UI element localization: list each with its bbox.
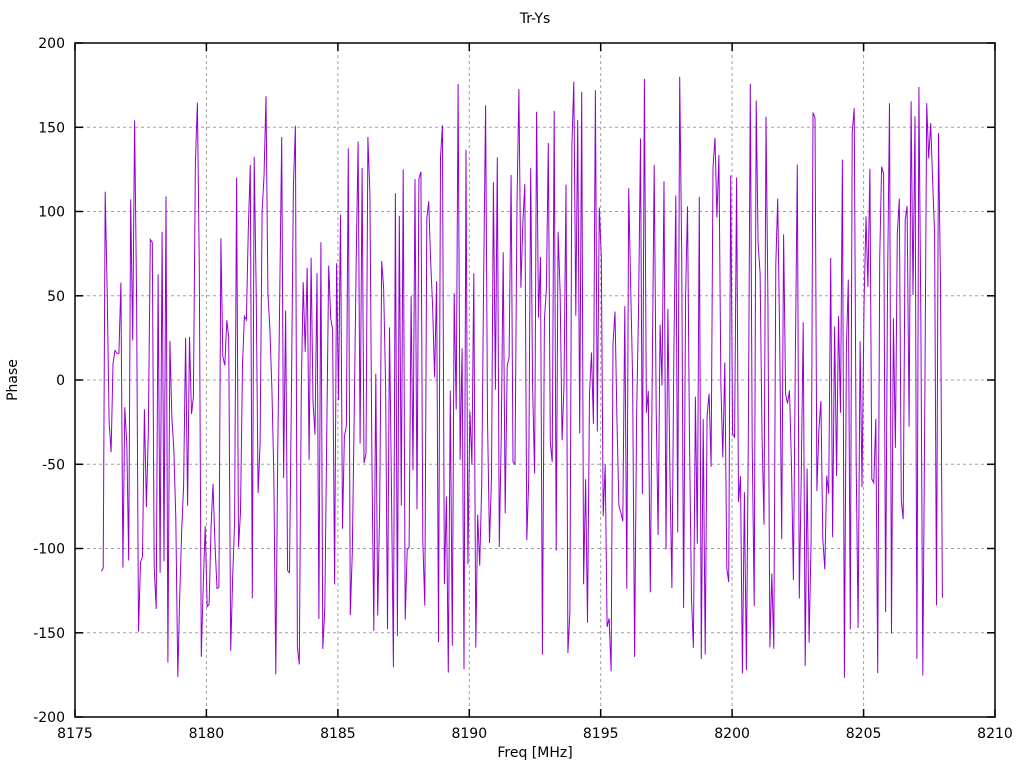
y-tick-label: 100 — [38, 205, 65, 221]
y-tick-label: 50 — [47, 289, 65, 305]
x-tick-label: 8210 — [977, 726, 1013, 742]
y-tick-label: 200 — [38, 36, 65, 52]
x-tick-label: 8180 — [189, 726, 225, 742]
y-tick-label: 0 — [56, 373, 65, 389]
y-tick-label: -150 — [33, 626, 65, 642]
y-axis-label: Phase — [5, 359, 21, 401]
y-tick-label: -100 — [33, 542, 65, 558]
x-tick-label: 8190 — [451, 726, 487, 742]
x-tick-label: 8185 — [320, 726, 356, 742]
y-tick-label: -200 — [33, 710, 65, 726]
x-tick-label: 8195 — [583, 726, 619, 742]
chart-title: Tr-Ys — [519, 11, 551, 27]
y-tick-label: -50 — [42, 457, 65, 473]
y-tick-label: 150 — [38, 120, 65, 136]
x-tick-label: 8200 — [714, 726, 750, 742]
data-series-line — [100, 76, 943, 678]
x-tick-label: 8175 — [57, 726, 93, 742]
x-tick-label: 8205 — [846, 726, 882, 742]
x-axis-label: Freq [MHz] — [497, 745, 572, 761]
